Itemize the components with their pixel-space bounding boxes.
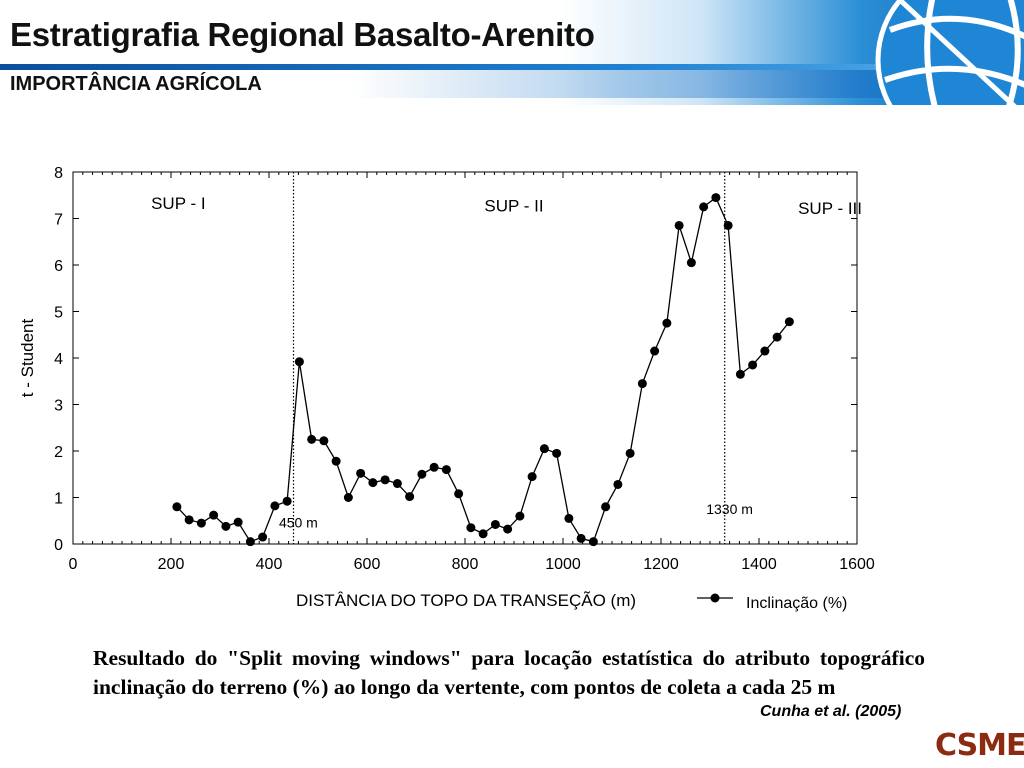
data-point — [699, 202, 709, 212]
data-point — [601, 502, 611, 512]
data-point — [662, 318, 672, 328]
series-line — [176, 196, 790, 543]
data-point — [172, 502, 182, 512]
data-point — [441, 465, 451, 475]
y-tick-label: 1 — [54, 491, 63, 508]
series-group — [172, 193, 794, 547]
data-point — [650, 346, 660, 356]
y-tick-label: 5 — [54, 305, 63, 322]
data-point — [429, 462, 439, 472]
data-point — [454, 489, 464, 499]
data-point — [466, 523, 476, 533]
data-point — [270, 501, 280, 511]
data-point — [233, 517, 243, 527]
data-point — [503, 524, 513, 534]
data-point — [282, 496, 292, 506]
annotation-label: 1330 m — [706, 501, 753, 517]
y-tick-label: 6 — [54, 258, 63, 275]
data-point — [723, 220, 733, 230]
annotation-label: SUP - III — [798, 199, 862, 218]
data-point — [221, 521, 231, 531]
legend-entry: Inclinação (%) — [746, 595, 847, 612]
data-point — [735, 369, 745, 379]
data-point — [772, 332, 782, 342]
x-tick-label: 1200 — [643, 556, 679, 573]
globe-logo-icon — [875, 0, 1024, 105]
data-point — [564, 513, 574, 523]
data-point — [196, 518, 206, 528]
data-point — [784, 317, 794, 327]
data-point — [674, 220, 684, 230]
x-tick-label: 1000 — [545, 556, 581, 573]
data-point — [417, 469, 427, 479]
y-tick-label: 8 — [54, 165, 63, 182]
data-point — [552, 448, 562, 458]
y-tick-label: 3 — [54, 398, 63, 415]
citation: Cunha et al. (2005) — [760, 703, 902, 720]
header-stripe — [0, 64, 1024, 70]
annotation-label: 450 m — [279, 515, 318, 531]
data-point — [245, 537, 255, 547]
chart-annotations: SUP - I SUP - II SUP - III 450 m 1330 m — [151, 194, 862, 531]
data-point — [184, 515, 194, 525]
data-point — [637, 379, 647, 389]
data-point — [588, 537, 598, 547]
x-tick-label: 800 — [452, 556, 479, 573]
data-point — [368, 478, 378, 488]
data-point — [209, 510, 219, 520]
annotation-label: SUP - I — [151, 194, 205, 213]
data-point — [343, 493, 353, 502]
x-tick-label: 400 — [256, 556, 283, 573]
x-tick-label: 600 — [354, 556, 381, 573]
data-point — [478, 529, 488, 539]
x-tick-label: 0 — [69, 556, 78, 573]
data-point — [711, 193, 721, 203]
data-point — [760, 346, 770, 356]
data-point — [356, 468, 366, 478]
chart-legend: Inclinação (%) — [697, 593, 847, 612]
data-point — [405, 492, 415, 502]
data-point — [576, 533, 586, 543]
annotation-label: SUP - II — [484, 197, 543, 216]
data-point — [625, 448, 635, 458]
y-tick-label: 0 — [54, 537, 63, 554]
data-point — [686, 258, 696, 268]
x-axis-label: DISTÂNCIA DO TOPO DA TRANSEÇÃO (m) — [296, 591, 636, 610]
x-tick-label: 1400 — [741, 556, 777, 573]
csme-logo: CSME — [935, 728, 1024, 763]
data-point — [527, 472, 537, 482]
data-point — [331, 456, 341, 466]
data-point — [392, 479, 402, 489]
legend-point-marker — [710, 593, 720, 603]
data-point — [613, 479, 623, 489]
data-point — [490, 519, 500, 529]
data-point — [319, 436, 329, 446]
y-tick-label: 2 — [54, 444, 63, 461]
data-point — [539, 444, 549, 454]
x-tick-label: 1600 — [839, 556, 875, 573]
figure-caption: Resultado do "Split moving windows" para… — [93, 646, 925, 699]
region-dividers — [292, 172, 726, 544]
data-point — [380, 475, 390, 485]
data-point — [258, 532, 268, 542]
x-axis-ticks: 0 200 400 600 800 1000 1200 1400 1600 — [69, 172, 875, 573]
line-chart: 0 200 400 600 800 1000 1200 1400 1600 012345678 … — [18, 165, 875, 612]
data-point — [748, 360, 758, 370]
y-axis-ticks: 0 1 2 3 4 5 6 7 8 — [54, 165, 857, 554]
y-axis-label: t - Student — [18, 319, 37, 398]
data-point — [294, 357, 304, 367]
data-point — [307, 434, 317, 444]
slide-subtitle: IMPORTÂNCIA AGRÍCOLA — [10, 73, 262, 95]
slide-header: Estratigrafia Regional Basalto-Arenito I… — [0, 0, 1024, 105]
slide-title: Estratigrafia Regional Basalto-Arenito — [10, 16, 595, 53]
data-point — [515, 511, 525, 521]
y-tick-label: 4 — [54, 351, 63, 368]
x-tick-label: 200 — [158, 556, 185, 573]
y-tick-label: 7 — [54, 212, 63, 229]
